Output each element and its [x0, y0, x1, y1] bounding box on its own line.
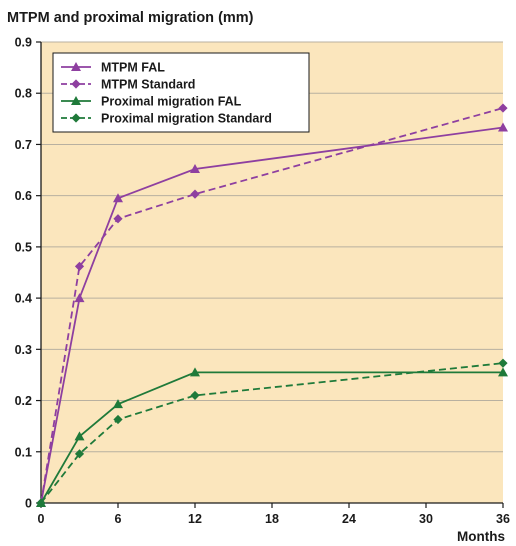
x-tick-label: 18: [265, 512, 279, 526]
x-tick-label: 6: [115, 512, 122, 526]
data-point: [113, 414, 123, 425]
data-point: [190, 390, 200, 401]
legend-item: Proximal migration FAL: [61, 95, 242, 109]
legend-marker: [71, 113, 81, 123]
y-tick-label: 0.9: [15, 36, 32, 50]
series-group: [36, 103, 508, 508]
data-point: [498, 122, 508, 132]
legend-label: MTPM Standard: [101, 78, 195, 92]
legend-box: [52, 52, 310, 133]
y-tick-label: 0.5: [15, 240, 32, 254]
data-point: [498, 367, 508, 377]
legend-marker: [71, 62, 81, 71]
y-tick-label: 0.8: [15, 87, 32, 101]
data-point: [190, 367, 200, 377]
data-point: [74, 261, 85, 271]
y-tick-label: 0.7: [15, 138, 32, 152]
legend-marker: [71, 79, 81, 89]
chart-title: MTPM and proximal migration (mm): [7, 10, 254, 26]
axes: [40, 42, 503, 504]
x-tick-label: 0: [38, 512, 45, 526]
tick-labels: 0 0.1 0.2 0.3 0.4 0.5 0.6 0.7 0.8 0.9 0 6 12 18 24 30 36: [15, 36, 510, 527]
data-point: [190, 164, 200, 174]
x-axis-label: Months: [457, 529, 505, 544]
data-point: [190, 189, 200, 199]
data-point: [74, 449, 85, 459]
legend-item: Proximal migration Standard: [61, 112, 272, 126]
data-point: [498, 103, 508, 113]
data-point: [74, 293, 85, 303]
y-tick-label: 0.3: [15, 343, 32, 357]
data-point: [113, 399, 123, 409]
data-point: [113, 193, 123, 203]
data-point: [498, 358, 508, 368]
data-point: [74, 431, 85, 441]
legend-label: Proximal migration Standard: [101, 112, 272, 126]
y-tick-label: 0.2: [15, 394, 32, 408]
legend-item: MTPM FAL: [61, 61, 165, 75]
x-tick-label: 12: [188, 512, 202, 526]
y-tick-label: 0.1: [15, 445, 32, 459]
legend-item: MTPM Standard: [61, 78, 195, 92]
x-tick-label: 36: [496, 512, 510, 526]
data-point: [113, 214, 123, 224]
y-tick-label: 0.6: [15, 189, 32, 203]
legend-label: Proximal migration FAL: [101, 95, 242, 109]
x-tick-label: 30: [419, 512, 433, 526]
y-tick-label: 0.4: [15, 292, 32, 306]
y-tick-label: 0: [25, 497, 32, 511]
legend-label: MTPM FAL: [101, 61, 165, 75]
data-point: [36, 498, 46, 508]
series-4: [36, 358, 508, 508]
legend-marker: [71, 96, 81, 105]
legend: MTPM FAL MTPM Standard Proximal migration …: [52, 52, 310, 133]
series-1: [36, 122, 508, 507]
x-tick-label: 24: [342, 512, 356, 526]
